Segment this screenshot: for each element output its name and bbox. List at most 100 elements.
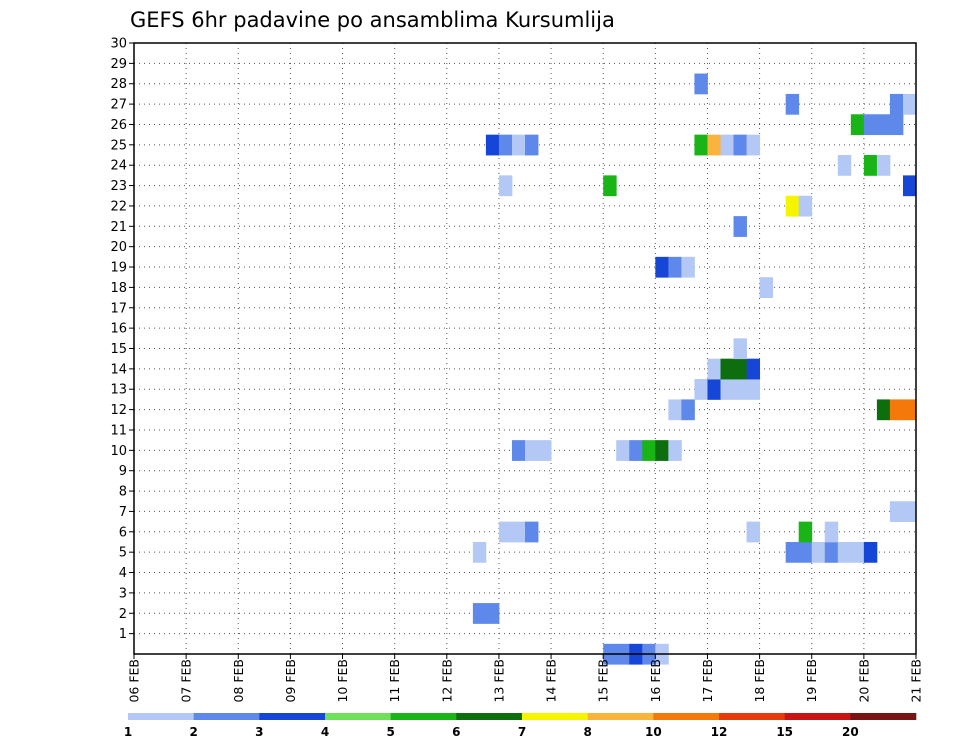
y-tick-label: 23 [110, 179, 127, 194]
colorbar-swatch [128, 713, 194, 720]
heatmap-cell [694, 73, 708, 95]
y-tick-label: 4 [119, 566, 127, 581]
heatmap-cell [811, 541, 826, 563]
grid-layer [133, 42, 917, 654]
colorbar-swatch [653, 713, 720, 720]
colorbar: 1 2 3 4 5 6 7 8 10 12 15 20 [124, 713, 917, 739]
heatmap-cell [824, 521, 839, 543]
y-tick-label: 17 [110, 301, 127, 316]
colorbar-swatch [456, 713, 523, 720]
y-tick-label: 2 [119, 607, 127, 622]
y-tick-label: 21 [110, 220, 127, 235]
heatmap-cell [785, 93, 800, 115]
heatmap-cell [798, 541, 813, 563]
heatmap-cell [798, 521, 813, 543]
x-tick-label: 17 FEB [700, 659, 715, 703]
heatmap-cell [889, 501, 904, 523]
heatmap-cell [525, 134, 539, 156]
heatmap-cell [863, 541, 878, 563]
heatmap-cell [733, 216, 747, 237]
heatmap-cell [733, 338, 747, 360]
heatmap-cell [902, 501, 917, 523]
heatmap-cell [485, 134, 500, 156]
colorbar-swatch [522, 713, 588, 720]
heatmap-cell [525, 440, 539, 461]
heatmap-cell [902, 399, 917, 421]
heatmap-cell [733, 134, 747, 156]
heatmap-cell [616, 440, 630, 461]
heatmap-cell [876, 399, 891, 421]
heatmap-cell [538, 440, 552, 461]
heatmap-cell [694, 379, 708, 400]
heatmap-cells [472, 73, 917, 665]
x-tick-label: 18 FEB [752, 659, 767, 703]
colorbar-swatch [259, 713, 326, 720]
heatmap-cell [733, 379, 747, 400]
y-tick-label: 7 [119, 505, 127, 520]
y-tick-label: 10 [110, 444, 127, 459]
heatmap-cell [498, 521, 513, 543]
y-axis: 1234567891011121314151617181920212223242… [110, 37, 134, 642]
heatmap-cell [498, 134, 513, 156]
y-tick-label: 30 [110, 37, 127, 52]
x-tick-label: 14 FEB [544, 659, 559, 703]
heatmap-cell [889, 399, 904, 421]
y-tick-label: 28 [110, 77, 127, 92]
y-tick-label: 26 [110, 118, 127, 133]
colorbar-label: 6 [452, 725, 460, 739]
y-tick-label: 20 [110, 240, 127, 255]
colorbar-label: 7 [518, 725, 526, 739]
heatmap-cell [681, 399, 695, 421]
heatmap-cell [642, 440, 656, 461]
y-tick-label: 1 [119, 627, 127, 642]
heatmap-cell [876, 155, 891, 176]
heatmap-cell [681, 256, 695, 278]
heatmap-cell [876, 114, 891, 136]
heatmap-cell [837, 541, 852, 563]
heatmap-cell [668, 399, 682, 421]
colorbar-label: 20 [842, 725, 859, 739]
colorbar-swatch [193, 713, 260, 720]
heatmap-cell [720, 134, 734, 156]
y-tick-label: 18 [110, 281, 127, 296]
heatmap-cell [668, 440, 682, 461]
colorbar-label: 10 [645, 725, 662, 739]
x-tick-label: 11 FEB [387, 659, 402, 703]
heatmap-cell [785, 195, 800, 217]
heatmap-cell [603, 175, 617, 197]
heatmap-cell [472, 603, 487, 624]
x-tick-label: 10 FEB [335, 659, 350, 703]
heatmap-cell [720, 379, 734, 400]
colorbar-label: 8 [583, 725, 591, 739]
colorbar-label: 5 [386, 725, 394, 739]
x-tick-label: 16 FEB [648, 659, 663, 703]
y-tick-label: 22 [110, 199, 127, 214]
heatmap-cell [629, 440, 643, 461]
x-tick-label: 13 FEB [491, 659, 506, 703]
heatmap-cell [668, 256, 682, 278]
heatmap-cell [485, 603, 500, 624]
x-tick-label: 06 FEB [127, 659, 142, 703]
chart-title: GEFS 6hr padavine po ansamblima Kursumli… [130, 8, 615, 32]
colorbar-swatch [390, 713, 457, 720]
y-tick-label: 25 [110, 138, 127, 153]
y-tick-label: 16 [110, 322, 127, 337]
heatmap-cell [655, 256, 669, 278]
y-tick-label: 29 [110, 57, 127, 72]
x-tick-label: 19 FEB [804, 659, 819, 703]
heatmap-cell [785, 541, 800, 563]
colorbar-label: 15 [776, 725, 793, 739]
colorbar-label: 12 [711, 725, 728, 739]
heatmap-cell [707, 134, 721, 156]
y-tick-label: 27 [110, 98, 127, 113]
heatmap-cell [798, 195, 813, 217]
heatmap-cell [720, 358, 734, 380]
colorbar-swatch [325, 713, 391, 720]
colorbar-label: 3 [255, 725, 263, 739]
colorbar-label: 2 [189, 725, 197, 739]
heatmap-cell [759, 277, 774, 298]
colorbar-label: 1 [124, 725, 132, 739]
heatmap-cell [511, 521, 526, 543]
heatmap-cell [824, 541, 839, 563]
